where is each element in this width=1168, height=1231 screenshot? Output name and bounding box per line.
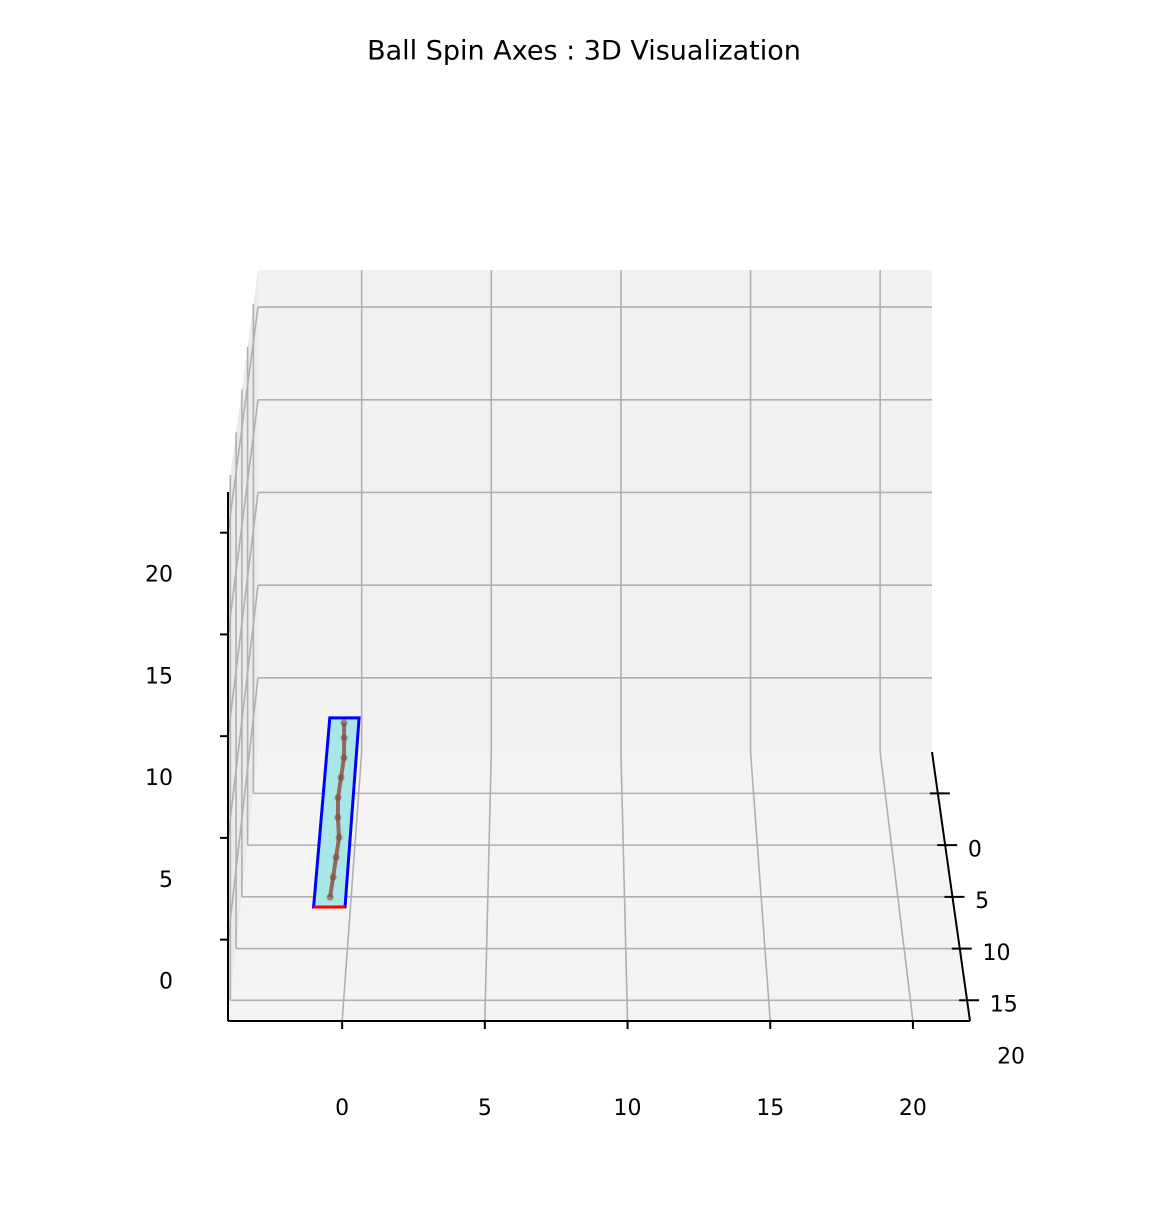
z-tick-label: 10 <box>145 766 173 791</box>
spin-point <box>340 734 348 742</box>
spin-point <box>340 719 348 727</box>
grid-line <box>484 751 493 1022</box>
y-tick-label: 10 <box>982 941 1010 966</box>
x-tick-label: 10 <box>614 1096 642 1121</box>
spin-point <box>340 754 348 762</box>
y-axis <box>931 751 971 1022</box>
grid-line <box>749 751 772 1022</box>
spin-point <box>332 853 340 861</box>
z-tick-label: 5 <box>159 868 173 893</box>
floor-pane <box>228 752 970 1021</box>
y-tick-label: 0 <box>968 837 982 862</box>
spin-point <box>334 794 342 802</box>
y-tick-label: 20 <box>997 1044 1025 1069</box>
z-tick-label: 20 <box>145 563 173 588</box>
grid-line <box>879 751 914 1022</box>
y-tick-label: 5 <box>975 889 989 914</box>
spin-point <box>337 774 345 782</box>
z-tick-label: 15 <box>145 664 173 689</box>
spin-point <box>334 813 342 821</box>
chart-title: Ball Spin Axes : 3D Visualization <box>367 36 801 67</box>
z-tick-label: 0 <box>159 970 173 995</box>
x-tick-label: 5 <box>478 1096 492 1121</box>
spin-point <box>335 833 343 841</box>
y-tick-label: 15 <box>990 993 1018 1018</box>
x-tick-label: 0 <box>335 1096 349 1121</box>
grid-line <box>620 751 629 1022</box>
spin-point <box>329 873 337 881</box>
spin-point <box>326 893 334 901</box>
back-pane <box>258 270 932 752</box>
spin-axis-line <box>328 722 347 898</box>
grid-line <box>341 751 363 1022</box>
x-tick-label: 15 <box>756 1096 784 1121</box>
x-tick-label: 20 <box>899 1096 927 1121</box>
